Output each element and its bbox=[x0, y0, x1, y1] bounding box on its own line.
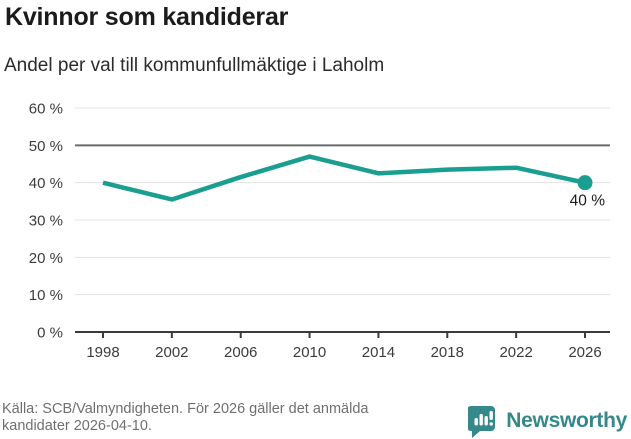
x-tick-label: 2026 bbox=[568, 344, 601, 361]
x-tick-label: 1998 bbox=[86, 344, 119, 361]
newsworthy-logo-icon bbox=[468, 406, 496, 438]
source-note: Källa: SCB/Valmyndigheten. För 2026 gäll… bbox=[2, 401, 472, 436]
y-tick-label: 40 % bbox=[29, 175, 63, 192]
source-line-1: Källa: SCB/Valmyndigheten. För 2026 gäll… bbox=[2, 401, 369, 417]
x-tick-label: 2010 bbox=[293, 344, 326, 361]
x-tick-label: 2018 bbox=[431, 344, 464, 361]
y-tick-label: 60 % bbox=[29, 101, 63, 118]
y-tick-label: 0 % bbox=[37, 325, 63, 342]
logo-bar-chart-glyph bbox=[474, 411, 494, 426]
x-tick-label: 2002 bbox=[155, 344, 188, 361]
x-tick-label: 2006 bbox=[224, 344, 257, 361]
end-point-dot bbox=[577, 175, 593, 191]
newsworthy-brand: Newsworthy bbox=[468, 403, 627, 438]
y-tick-label: 10 % bbox=[29, 287, 63, 304]
y-tick-label: 50 % bbox=[29, 138, 63, 155]
source-line-2: kandidater 2026-04-10. bbox=[2, 418, 152, 435]
series-line bbox=[102, 154, 586, 202]
chart-subtitle: Andel per val till kommunfullmäktige i L… bbox=[4, 55, 385, 76]
chart-title: Kvinnor som kandiderar bbox=[5, 3, 289, 31]
end-point-label: 40 % bbox=[570, 193, 606, 210]
chart-svg: 0 % 10 % 20 % 30 % 40 % 50 % 60 % 1998 2002 2006 2… bbox=[29, 101, 610, 361]
x-tick-label: 2014 bbox=[362, 344, 395, 361]
brand-name: Newsworthy bbox=[506, 408, 627, 432]
x-tick-label: 2022 bbox=[499, 344, 532, 361]
y-tick-label: 20 % bbox=[29, 250, 63, 267]
y-tick-label: 30 % bbox=[29, 213, 63, 230]
